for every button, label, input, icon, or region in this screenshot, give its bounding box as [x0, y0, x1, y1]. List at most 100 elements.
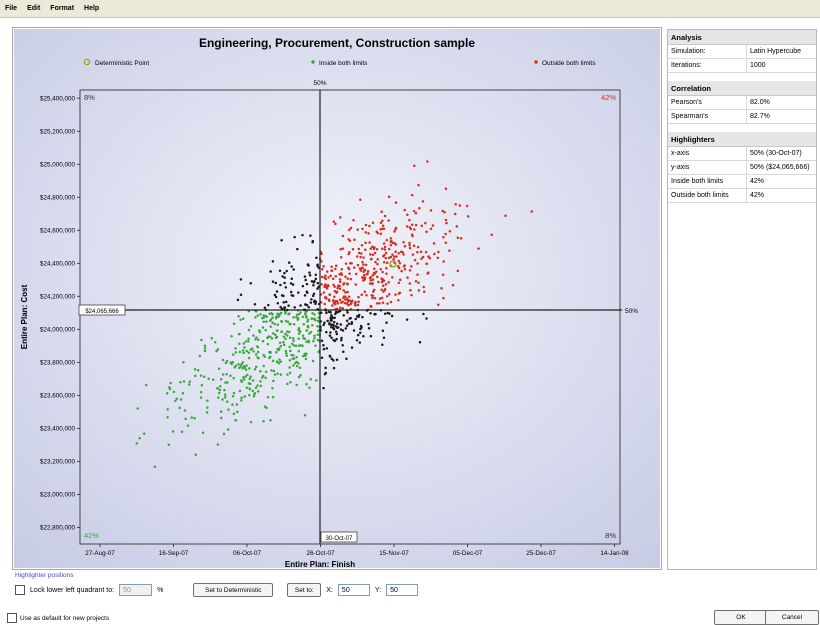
scatter-point: [181, 391, 185, 395]
scatter-point: [345, 357, 348, 361]
scatter-point: [256, 345, 260, 349]
scatter-point: [239, 278, 243, 281]
scatter-point: [339, 247, 342, 251]
x-tick-label: 05-Dec-07: [453, 550, 483, 557]
menu-edit[interactable]: Edit: [27, 5, 41, 12]
scatter-point: [344, 275, 347, 279]
scatter-point: [218, 388, 222, 392]
scatter-point: [323, 302, 326, 306]
scatter-point: [329, 317, 333, 321]
scatter-point: [343, 301, 347, 305]
scatter-point: [341, 307, 344, 310]
y-tick-label: $23,400,000: [40, 426, 76, 433]
scatter-point: [357, 315, 360, 319]
lock-quadrant-input[interactable]: 50: [119, 584, 153, 596]
set-to-deterministic-button[interactable]: Set to Deterministic: [193, 583, 274, 597]
scatter-point: [416, 262, 419, 265]
scatter-point: [256, 314, 260, 317]
scatter-point: [268, 312, 271, 316]
right-percent-label: 50%: [625, 308, 638, 315]
highlighter-key: x-axis: [668, 147, 747, 161]
scatter-point: [373, 272, 377, 275]
scatter-point: [276, 329, 279, 332]
lock-quadrant-checkbox[interactable]: [15, 585, 25, 595]
scatter-point: [167, 443, 171, 447]
scatter-point: [328, 334, 332, 337]
y-position-input[interactable]: 50: [386, 584, 419, 596]
quadrant-top-right: 42%: [601, 93, 616, 102]
scatter-point: [327, 298, 331, 302]
scatter-point: [394, 293, 397, 296]
scatter-point: [390, 239, 393, 243]
scatter-point: [286, 382, 289, 386]
use-default-checkbox[interactable]: [7, 613, 17, 623]
scatter-point: [416, 250, 419, 254]
scatter-point: [247, 356, 251, 360]
scatter-point: [232, 391, 236, 395]
scatter-point: [264, 328, 267, 332]
x-position-input[interactable]: 50: [337, 584, 370, 596]
scatter-point: [405, 225, 409, 228]
menu-file[interactable]: File: [5, 5, 18, 12]
scatter-point: [349, 277, 353, 281]
scatter-point: [380, 288, 383, 291]
scatter-point: [278, 341, 282, 345]
scatter-point: [337, 326, 340, 329]
scatter-point: [290, 277, 294, 280]
scatter-point: [406, 276, 409, 279]
scatter-point: [301, 354, 305, 358]
set-to-button[interactable]: Set to:: [287, 583, 322, 597]
scatter-point: [261, 376, 264, 379]
scatter-point: [200, 384, 204, 387]
scatter-point: [417, 183, 420, 187]
scatter-point: [259, 370, 262, 373]
scatter-point: [180, 430, 184, 434]
scatter-point: [221, 358, 225, 362]
scatter-point: [256, 356, 259, 359]
scatter-point: [219, 378, 223, 381]
scatter-point: [316, 281, 320, 285]
scatter-point: [338, 287, 342, 290]
scatter-point: [400, 269, 403, 273]
menu-help[interactable]: Help: [84, 5, 100, 12]
scatter-point: [313, 313, 316, 316]
scatter-point: [410, 265, 413, 268]
menu-format[interactable]: Format: [50, 5, 75, 12]
scatter-point: [338, 306, 342, 310]
scatter-point: [307, 264, 310, 267]
scatter-point: [372, 245, 375, 249]
scatter-point: [237, 362, 240, 366]
scatter-point: [275, 335, 279, 339]
quadrant-top-left: 8%: [84, 93, 95, 102]
scatter-point: [397, 281, 401, 285]
scatter-point: [186, 424, 190, 427]
scatter-point: [320, 356, 324, 359]
scatter-point: [217, 396, 220, 399]
scatter-point: [359, 324, 363, 328]
scatter-point: [338, 284, 341, 288]
scatter-point: [359, 269, 363, 272]
table-row: Inside both limits 42%: [668, 174, 816, 189]
correlation-table: Pearson's 82.0% Spearman's 82.7%: [668, 96, 816, 124]
scatter-point: [403, 267, 407, 271]
scatter-point: [268, 351, 272, 354]
scatter-point: [190, 416, 194, 419]
scatter-point: [330, 269, 333, 272]
scatter-point: [231, 360, 234, 364]
scatter-point: [397, 252, 400, 255]
scatter-point: [389, 255, 393, 259]
default-row: Use as default for new projects: [7, 613, 109, 623]
scatter-point: [169, 381, 172, 385]
x-highlighter-value-box: [320, 531, 358, 543]
highlighter-value: 50% ($24,065,666): [746, 160, 816, 175]
scatter-point: [199, 374, 203, 377]
scatter-point: [234, 347, 237, 350]
scatter-point: [256, 384, 259, 387]
scatter-point: [283, 281, 286, 285]
scatter-point: [283, 306, 286, 309]
scatter-point: [203, 344, 207, 348]
scatter-point: [166, 408, 169, 411]
scatter-point: [412, 244, 416, 248]
scatter-point: [346, 290, 349, 294]
scatter-point: [288, 371, 292, 375]
